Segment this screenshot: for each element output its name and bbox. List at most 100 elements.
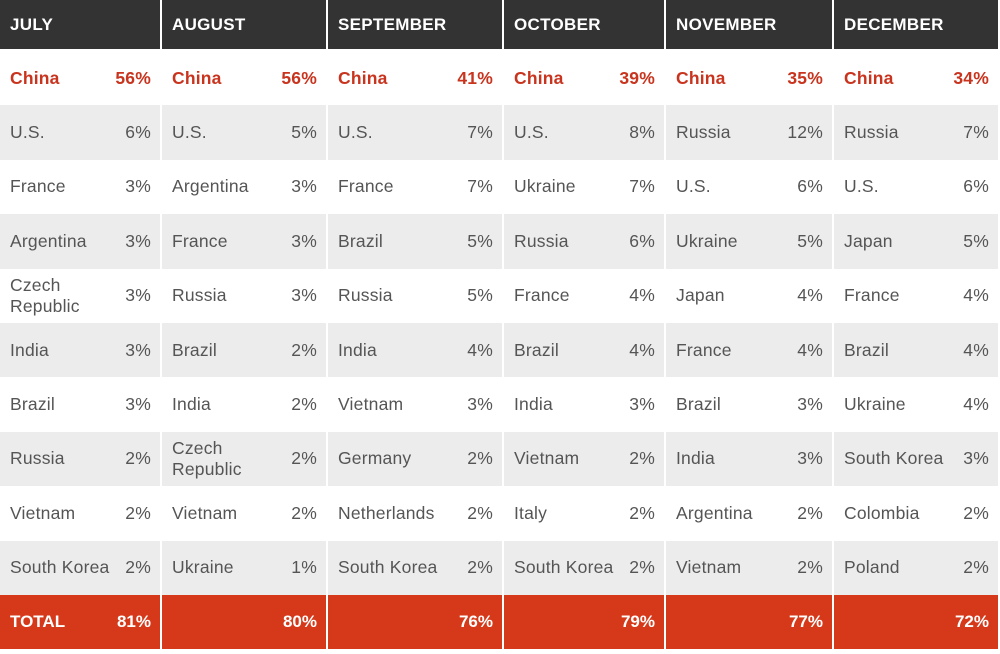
share-percent: 2% [291,394,317,415]
share-percent: 3% [125,176,151,197]
table-cell: U.S. 6% [666,159,832,215]
column-header-july: JULY [0,0,160,51]
country-name: Russia [676,122,731,143]
country-name: Japan [844,230,893,251]
country-name: China [514,67,564,88]
share-percent: 3% [291,230,317,251]
share-percent: 2% [467,502,493,523]
total-cell: 77% [666,594,832,649]
country-name: Russia [10,448,65,469]
table-cell: Argentina 3% [162,159,326,215]
share-percent: 3% [125,339,151,360]
country-name: U.S. [338,122,373,143]
country-name: Brazil [844,339,889,360]
country-name: France [172,230,228,251]
table-cell: South Korea 2% [0,540,160,595]
share-percent: 34% [953,67,989,88]
country-name: Brazil [514,339,559,360]
total-label: TOTAL [10,611,66,631]
table-cell: Russia 6% [504,214,664,269]
share-percent: 2% [629,502,655,523]
country-name: Czech Republic [10,274,80,316]
share-percent: 2% [291,339,317,360]
table-cell: U.S. 6% [834,159,998,215]
table-cell: Italy 2% [504,486,664,541]
share-percent: 3% [797,394,823,415]
share-percent: 4% [963,339,989,360]
share-percent: 2% [125,557,151,578]
table-cell: Ukraine 5% [666,214,832,269]
table-cell: Germany 2% [328,431,502,487]
total-cell: 76% [328,594,502,649]
share-percent: 3% [125,285,151,306]
country-name: U.S. [844,176,879,197]
country-name: France [676,339,732,360]
total-percent: 79% [620,611,655,631]
table-cell: Ukraine 7% [504,159,664,215]
table-cell: Russia 12% [666,105,832,160]
table-cell: Japan 4% [666,268,832,323]
country-name: China [172,67,222,88]
total-cell: 72% [834,594,998,649]
country-name: France [338,176,394,197]
share-percent: 2% [963,502,989,523]
table-cell: Netherlands 2% [328,486,502,541]
share-percent: 7% [467,122,493,143]
country-name: Vietnam [172,502,238,523]
table-cell: China 56% [162,51,326,106]
column-header-november: NOVEMBER [666,0,832,51]
table-cell: U.S. 8% [504,105,664,160]
table-cell: France 3% [162,214,326,269]
country-name: South Korea [10,557,110,578]
share-percent: 2% [125,502,151,523]
table-cell: Russia 7% [834,105,998,160]
country-name: South Korea [338,557,438,578]
share-percent: 5% [467,230,493,251]
country-name: Brazil [676,394,721,415]
country-name: India [10,339,49,360]
table-cell: India 3% [0,322,160,378]
country-name: India [338,339,377,360]
table-cell: Poland 2% [834,540,998,595]
share-percent: 5% [291,122,317,143]
total-percent: 77% [788,611,823,631]
share-percent: 6% [963,176,989,197]
table-cell: Russia 2% [0,431,160,487]
share-percent: 3% [125,230,151,251]
table-cell: Japan 5% [834,214,998,269]
share-percent: 56% [281,67,317,88]
table-cell: China 34% [834,51,998,106]
table-cell: Czech Republic 2% [162,431,326,487]
share-percent: 4% [629,339,655,360]
share-percent: 56% [115,67,151,88]
share-percent: 2% [467,448,493,469]
table-cell: China 41% [328,51,502,106]
country-name: Russia [338,285,393,306]
table-cell: South Korea 2% [328,540,502,595]
table-cell: U.S. 6% [0,105,160,160]
country-name: China [338,67,388,88]
share-percent: 4% [467,339,493,360]
table-cell: China 39% [504,51,664,106]
share-percent: 3% [797,448,823,469]
share-percent: 41% [457,67,493,88]
table-cell: Brazil 4% [504,322,664,378]
column-header-august: AUGUST [162,0,326,51]
table-cell: Russia 5% [328,268,502,323]
table-cell: Colombia 2% [834,486,998,541]
table-cell: France 4% [504,268,664,323]
country-name: Ukraine [844,394,906,415]
table-cell: South Korea 2% [504,540,664,595]
table-cell: Ukraine 1% [162,540,326,595]
share-percent: 3% [963,448,989,469]
country-name: China [676,67,726,88]
country-name: Argentina [676,502,753,523]
country-name: Brazil [10,394,55,415]
country-name: Argentina [10,230,87,251]
country-name: U.S. [514,122,549,143]
total-cell: TOTAL 81% [0,594,160,649]
share-percent: 7% [629,176,655,197]
share-percent: 2% [797,557,823,578]
table-cell: Vietnam 3% [328,377,502,432]
